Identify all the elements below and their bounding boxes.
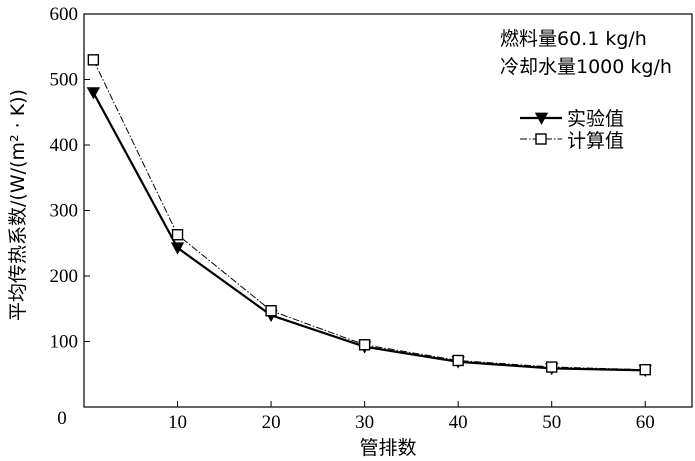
x-tick-label-40: 40: [449, 412, 468, 433]
point-calc-60: [639, 363, 651, 376]
point-calc-1: [87, 54, 100, 66]
annotation-water: 冷却水量1000 kg/h: [500, 56, 672, 78]
y-tick-label-200: 200: [50, 266, 79, 287]
legend-label-exp: 实验值: [567, 108, 624, 130]
y-tick-label-500: 500: [50, 70, 79, 91]
point-calc-20: [265, 305, 277, 317]
legend-marker-calc: [535, 133, 547, 145]
point-exp-10: [170, 242, 185, 255]
x-axis-ticks: 10 20 30 40 50 60: [168, 401, 655, 433]
y-tick-label-400: 400: [50, 135, 79, 156]
legend-marker-exp: [534, 112, 549, 125]
y-tick-label-100: 100: [50, 332, 79, 353]
y-axis-ticks: 100 200 300 400 500 600: [50, 4, 90, 353]
annotation-fuel: 燃料量60.1 kg/h: [500, 28, 647, 50]
x-tick-label-50: 50: [542, 412, 561, 433]
point-calc-40: [452, 354, 464, 367]
x-tick-label-60: 60: [636, 412, 655, 433]
x-axis-title: 管排数: [359, 437, 416, 459]
x-tick-label-20: 20: [262, 412, 281, 433]
point-calc-10: [171, 229, 184, 241]
y-tick-label-0: 0: [57, 408, 67, 429]
legend: 实验值 计算值: [520, 108, 624, 152]
x-tick-label-10: 10: [168, 412, 187, 433]
legend-entry-exp: 实验值: [520, 108, 624, 130]
y-tick-label-600: 600: [50, 4, 79, 25]
legend-label-calc: 计算值: [567, 130, 624, 152]
series-line-calc: [92, 59, 646, 371]
point-calc-30: [358, 339, 371, 351]
point-calc-50: [545, 361, 558, 373]
y-tick-label-300: 300: [50, 201, 79, 222]
legend-entry-calc: 计算值: [520, 130, 624, 152]
x-tick-label-30: 30: [355, 412, 374, 433]
y-axis-title: 平均传热系数/(W/(m² · K)): [7, 89, 29, 321]
series-layer: [86, 54, 652, 378]
point-exp-1: [86, 87, 101, 100]
